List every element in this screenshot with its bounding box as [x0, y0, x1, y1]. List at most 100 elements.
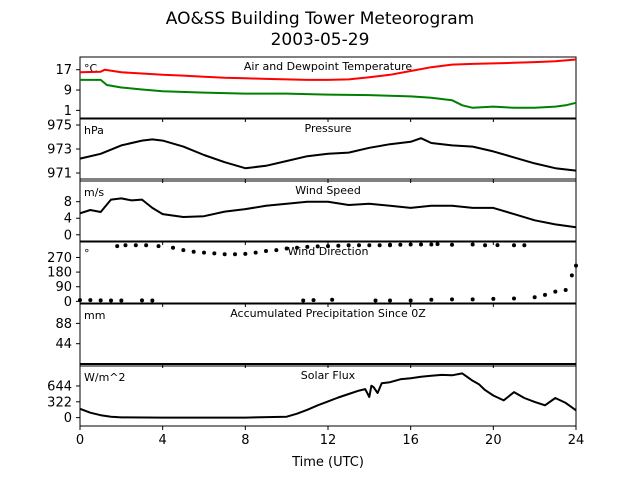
- data-point: [429, 242, 434, 247]
- series-line-0: [79, 372, 577, 419]
- data-point: [88, 298, 93, 303]
- data-point: [522, 243, 527, 248]
- y-tick-label: 90: [55, 280, 72, 295]
- figure-title-line1: AO&SS Building Tower Meteorogram: [166, 9, 474, 29]
- data-point: [156, 244, 161, 249]
- data-point: [563, 287, 568, 292]
- series-line-0: [79, 58, 577, 81]
- panel-unit: °: [84, 247, 90, 260]
- y-tick-label: 8: [64, 195, 72, 210]
- series-line-1: [80, 78, 577, 109]
- data-point: [377, 243, 382, 248]
- x-tick-label: 12: [320, 433, 337, 448]
- series-line-0: [79, 137, 577, 172]
- data-point: [450, 297, 454, 302]
- data-point: [470, 242, 475, 247]
- panel-title: Air and Dewpoint Temperature: [244, 60, 412, 73]
- data-point: [470, 297, 475, 302]
- panel-unit: hPa: [84, 124, 104, 137]
- panel-title: Pressure: [305, 122, 352, 135]
- data-point: [222, 252, 227, 257]
- data-point: [574, 263, 578, 268]
- y-tick-label: 1: [64, 104, 72, 119]
- y-tick-label: 88: [55, 317, 72, 332]
- x-axis-label: Time (UTC): [291, 455, 364, 470]
- data-point: [191, 249, 196, 254]
- panel-title: Wind Speed: [295, 184, 361, 197]
- data-point: [284, 246, 289, 251]
- data-point: [181, 248, 186, 253]
- data-point: [429, 297, 434, 302]
- data-point: [357, 243, 361, 248]
- y-tick-label: 4: [64, 212, 72, 227]
- series-line-0: [79, 197, 577, 229]
- data-point: [569, 273, 574, 278]
- x-tick-label: 4: [159, 433, 167, 448]
- x-tick-label: 24: [568, 433, 585, 448]
- y-tick-label: 322: [47, 395, 72, 410]
- data-point: [150, 298, 155, 303]
- data-point: [98, 298, 103, 303]
- y-tick-label: 0: [64, 411, 72, 426]
- panel-title: Solar Flux: [301, 369, 356, 382]
- y-tick-label: 973: [47, 143, 72, 158]
- data-point: [233, 252, 237, 257]
- y-tick-label: 644: [47, 379, 72, 394]
- y-tick-label: 975: [47, 119, 72, 134]
- data-point: [553, 289, 558, 294]
- data-point: [495, 243, 500, 248]
- data-point: [388, 298, 392, 303]
- data-point: [408, 298, 413, 303]
- data-point: [253, 250, 258, 255]
- x-tick-label: 0: [76, 433, 84, 448]
- panel-1: 971 973 975 hPa Pressure: [47, 118, 577, 183]
- data-point: [512, 243, 516, 248]
- data-point: [373, 298, 378, 303]
- data-point: [212, 251, 217, 256]
- data-point: [330, 297, 335, 302]
- data-point: [78, 298, 82, 303]
- data-point: [123, 243, 128, 248]
- x-tick-label: 8: [241, 433, 249, 448]
- data-point: [419, 242, 423, 247]
- panel-unit: m/s: [84, 186, 104, 199]
- data-point: [388, 243, 392, 248]
- data-point: [543, 292, 547, 297]
- data-point: [491, 296, 496, 301]
- panel-unit: W/m^2: [84, 371, 126, 384]
- y-tick-label: 180: [47, 266, 72, 281]
- y-tick-label: 0: [64, 295, 72, 310]
- panel-4: 44 88 mm Accumulated Precipitation Since 0Z: [55, 303, 577, 368]
- y-tick-label: 270: [47, 251, 72, 266]
- data-point: [243, 251, 248, 256]
- data-point: [450, 242, 454, 247]
- data-point: [109, 298, 113, 303]
- data-point: [295, 245, 299, 250]
- data-point: [532, 295, 537, 300]
- panel-title: Wind Direction: [288, 245, 369, 258]
- data-point: [144, 243, 149, 248]
- data-point: [311, 298, 316, 303]
- y-tick-label: 9: [64, 84, 72, 99]
- panel-2: 04 8 m/s Wind Speed: [64, 180, 577, 245]
- data-point: [512, 296, 516, 301]
- x-tick-label: 16: [402, 433, 419, 448]
- data-point: [264, 248, 268, 253]
- data-point: [483, 243, 488, 248]
- data-point: [315, 244, 320, 249]
- y-tick-label: 17: [55, 63, 72, 78]
- data-point: [119, 298, 124, 303]
- data-point: [305, 244, 310, 249]
- x-tick-label: 20: [485, 433, 502, 448]
- data-point: [326, 244, 330, 249]
- data-point: [408, 242, 413, 247]
- data-point: [202, 250, 206, 255]
- data-point: [171, 245, 175, 250]
- data-point: [133, 243, 138, 248]
- data-point: [367, 243, 372, 248]
